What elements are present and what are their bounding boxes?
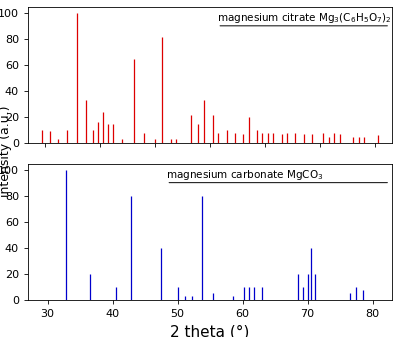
Text: magnesium carbonate $\mathregular{MgCO_3}$: magnesium carbonate $\mathregular{MgCO_3… (166, 167, 324, 182)
X-axis label: 2 theta (°): 2 theta (°) (170, 325, 250, 337)
Text: intensity (a.u.): intensity (a.u.) (0, 106, 12, 197)
Text: magnesium citrate $\mathregular{Mg_3(C_6H_5O_7)_2}$: magnesium citrate $\mathregular{Mg_3(C_6… (217, 11, 392, 25)
